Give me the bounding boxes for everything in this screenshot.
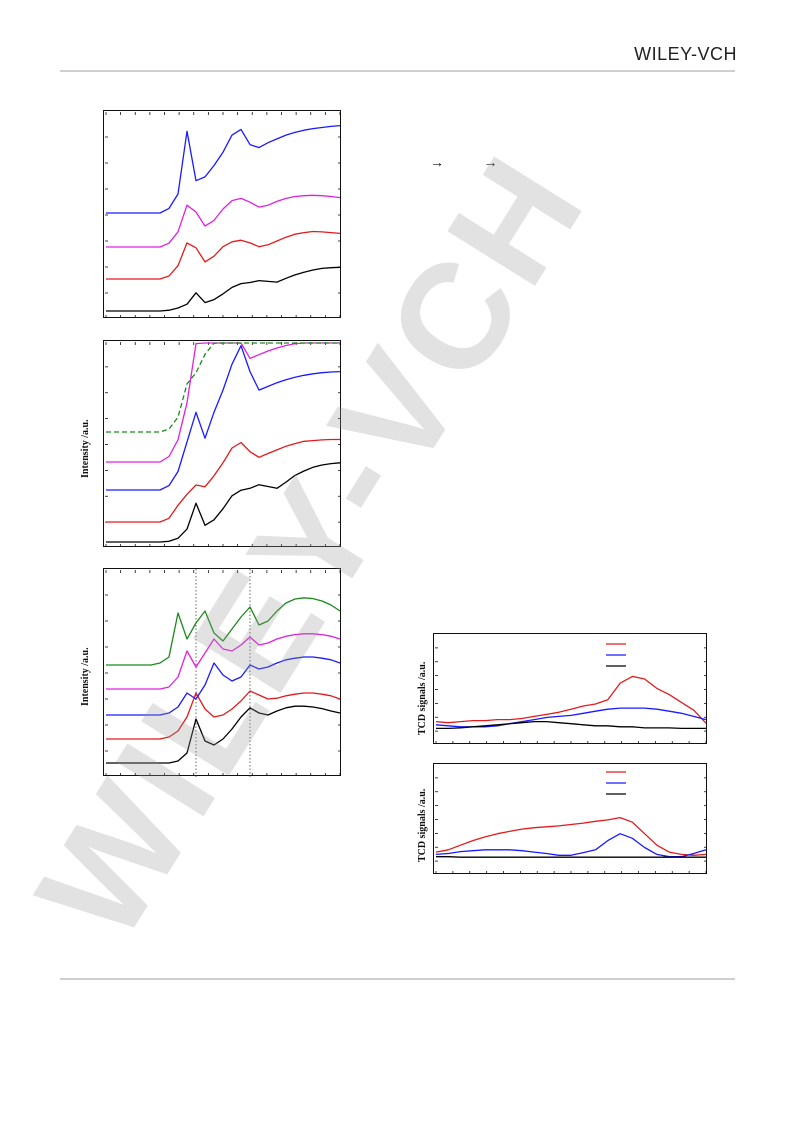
panel-mid-ylabel: Intensity /a.u. — [80, 419, 91, 478]
tcd-panel-bottom-plot — [435, 771, 707, 874]
series-line-magenta — [106, 342, 340, 463]
series-line-blue — [435, 833, 707, 858]
header-rule — [60, 70, 735, 72]
tcd-top-ylabel: TCD signals /a.u. — [417, 661, 428, 735]
series-line-black — [436, 856, 706, 858]
tcd-panel-top — [433, 633, 707, 744]
series-line-magenta — [106, 194, 341, 248]
tcd-panel-bottom — [433, 763, 707, 874]
series-line-black — [106, 266, 341, 312]
series-line-green — [106, 342, 340, 433]
series-line-red — [106, 690, 341, 740]
footer-rule — [60, 978, 735, 980]
xanes-panel-top — [103, 110, 341, 318]
publisher-logo: WILEY-VCH — [634, 44, 737, 64]
xanes-panel-mid-plot — [105, 342, 341, 547]
xanes-panel-mid — [103, 340, 341, 547]
xanes-panel-top-plot — [105, 112, 341, 318]
xanes-panel-bot-plot — [105, 569, 341, 777]
series-line-green — [106, 597, 341, 666]
tcd-bottom-ylabel: TCD signals /a.u. — [417, 788, 428, 862]
series-line-blue — [435, 707, 707, 728]
series-line-magenta — [106, 633, 341, 690]
series-line-red — [435, 816, 707, 856]
series-line-red — [106, 438, 340, 523]
series-line-blue — [106, 656, 341, 716]
tcd-panel-top-plot — [435, 643, 707, 744]
panel-bot-ylabel: Intensity /a.u. — [80, 647, 91, 706]
xanes-panel-bot — [103, 568, 341, 777]
series-line-blue — [106, 124, 341, 214]
series-line-black — [106, 705, 341, 764]
series-line-black — [436, 720, 706, 730]
series-line-red — [435, 675, 707, 724]
arrows-annotation: → → — [430, 156, 516, 171]
series-line-blue — [106, 345, 341, 491]
series-line-black — [106, 462, 341, 543]
series-line-red — [106, 230, 341, 280]
